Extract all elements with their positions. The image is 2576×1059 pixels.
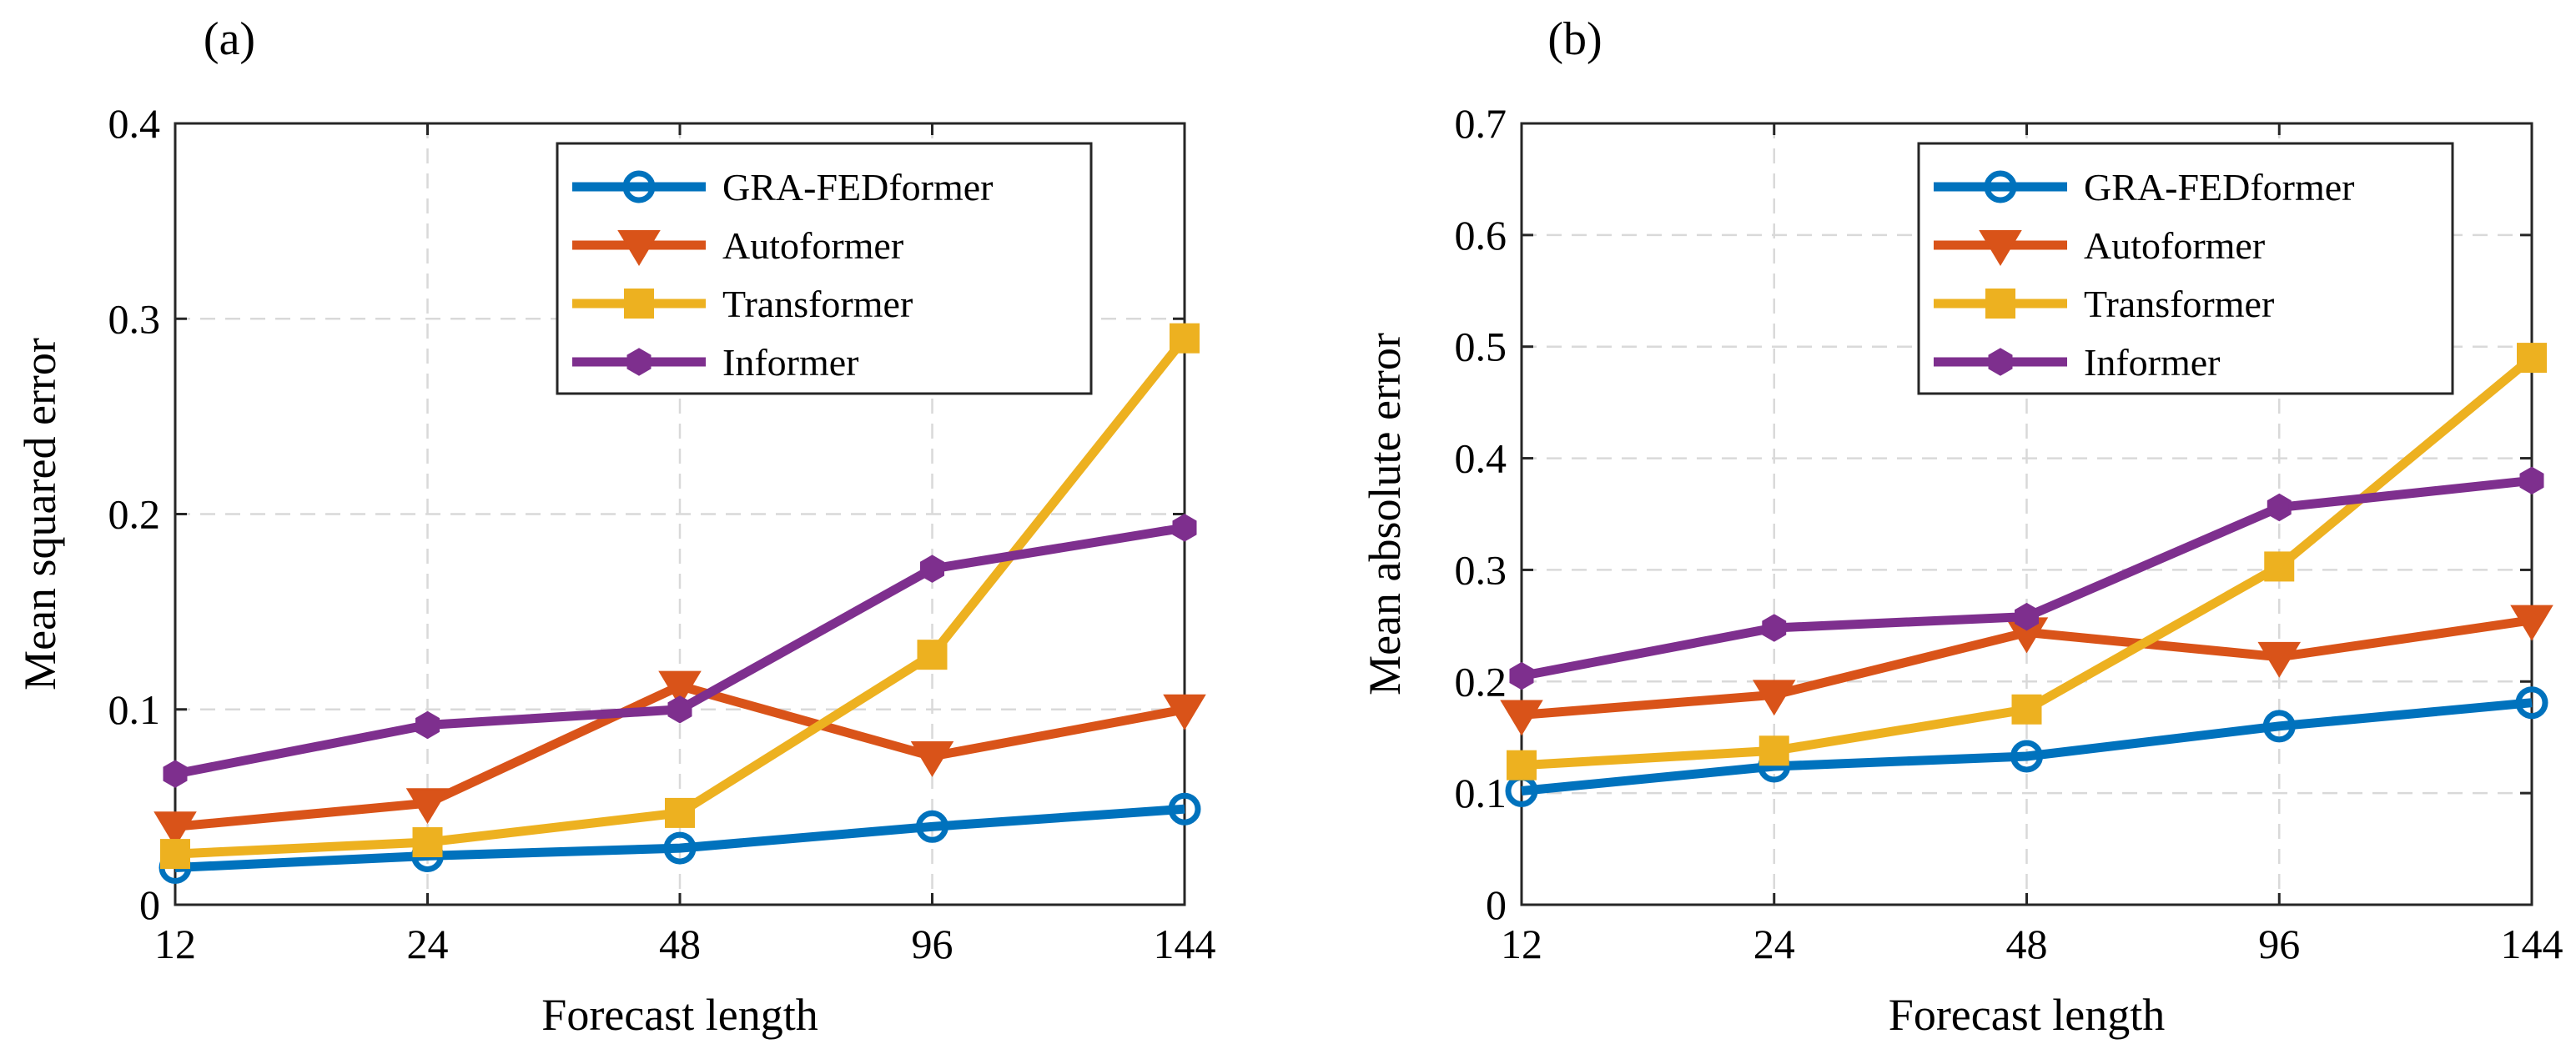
x-tick-label: 24 [407, 921, 449, 967]
data-point [1170, 323, 1200, 354]
y-axis-label: Mean squared error [15, 338, 65, 690]
legend-marker [1979, 230, 2022, 266]
data-point [2510, 605, 2553, 641]
data-point [1172, 514, 1197, 542]
data-point [2010, 740, 2043, 773]
data-point [665, 797, 695, 828]
series-line [174, 804, 1185, 872]
legend-marker [622, 170, 656, 203]
x-tick-label: 48 [659, 921, 701, 967]
y-tick-label: 0.4 [108, 100, 161, 147]
data-point [1509, 661, 1534, 690]
panel-label: (b) [1547, 13, 1602, 65]
legend-label: GRA-FEDformer [722, 166, 994, 208]
x-tick-label: 144 [2501, 921, 2563, 967]
data-point [412, 827, 443, 858]
data-point [415, 710, 440, 740]
data-point [2015, 602, 2039, 631]
data-point [160, 839, 190, 870]
legend-label: Autoformer [722, 224, 903, 267]
data-point [1500, 700, 1543, 736]
data-point [1752, 680, 1796, 716]
data-point [917, 640, 948, 670]
panel-label: (a) [204, 13, 255, 65]
data-point [1507, 750, 1537, 780]
series-informer [1509, 466, 2544, 690]
series-transformer [160, 323, 1200, 870]
data-point [2515, 686, 2548, 720]
data-point [910, 740, 954, 777]
y-tick-label: 0.5 [1455, 324, 1507, 370]
data-point [153, 811, 197, 848]
legend-marker [1988, 348, 2013, 376]
chart-panel-b: 12 24 48 96 144 0 0.1 0.2 0.3 0.4 0.5 0.6 0.7 Forecas… [1360, 13, 2563, 1040]
series-informer [163, 514, 1197, 788]
data-point [663, 831, 697, 865]
legend-label: Autoformer [2084, 224, 2265, 267]
legend-marker [1985, 289, 2015, 319]
data-point [916, 810, 948, 843]
x-tick-label: 48 [2006, 921, 2048, 967]
legend-label: Transformer [722, 283, 913, 325]
x-tick-label: 96 [912, 921, 953, 967]
series-gra-fedformer [1505, 686, 2548, 807]
data-point [1163, 694, 1206, 730]
legend-label: GRA-FEDformer [2084, 166, 2355, 208]
data-point [667, 695, 692, 724]
y-tick-label: 0.1 [1455, 770, 1507, 816]
series-line [1521, 698, 2533, 796]
data-point [163, 760, 188, 788]
y-tick-label: 0.6 [1455, 212, 1507, 258]
legend-label: Informer [722, 341, 858, 384]
y-tick-label: 0.4 [1455, 435, 1507, 482]
legend: GRA-FEDformer Autoformer Transformer Inform… [1917, 142, 2454, 395]
legend-marker [1984, 170, 2017, 203]
x-tick-label: 96 [2258, 921, 2300, 967]
data-point [2257, 641, 2302, 678]
legend-label: Transformer [2084, 283, 2274, 325]
y-tick-label: 0 [139, 881, 160, 928]
data-point [1168, 792, 1201, 826]
x-tick-label: 24 [1753, 921, 1795, 967]
y-axis-label: Mean absolute error [1360, 333, 1410, 695]
x-tick-label: 12 [1501, 921, 1542, 967]
y-tick-label: 0.1 [108, 686, 161, 733]
y-tick-label: 0.2 [108, 491, 161, 538]
data-point [2519, 466, 2544, 495]
data-point [1762, 614, 1787, 642]
legend: GRA-FEDformer Autoformer Transformer Inform… [556, 142, 1093, 395]
data-point [1758, 735, 1789, 766]
data-point [920, 555, 944, 583]
y-tick-label: 0.3 [1455, 546, 1507, 593]
x-axis-label: Forecast length [1889, 990, 2165, 1040]
legend-marker [624, 289, 654, 319]
y-tick-label: 0.2 [1455, 658, 1507, 705]
legend-label: Informer [2084, 341, 2220, 384]
data-point [2264, 551, 2295, 582]
legend-marker [617, 230, 661, 266]
series-autoformer [1500, 605, 2553, 736]
chart-panel-a: 12 24 48 96 144 0 0.1 0.2 0.3 0.4 Forecast length M… [15, 13, 1216, 1040]
data-point [2011, 694, 2042, 725]
y-tick-label: 0.7 [1455, 100, 1507, 147]
data-point [2267, 493, 2292, 522]
x-axis-label: Forecast length [541, 990, 818, 1040]
y-tick-label: 0 [1486, 881, 1507, 928]
x-tick-label: 12 [154, 921, 196, 967]
y-tick-label: 0.3 [108, 295, 161, 342]
data-point [405, 788, 450, 825]
series-autoformer [153, 670, 1206, 848]
data-point [2262, 710, 2296, 743]
data-point [658, 670, 702, 707]
data-point [2517, 343, 2547, 374]
legend-marker [626, 348, 652, 376]
x-tick-label: 144 [1154, 921, 1216, 967]
